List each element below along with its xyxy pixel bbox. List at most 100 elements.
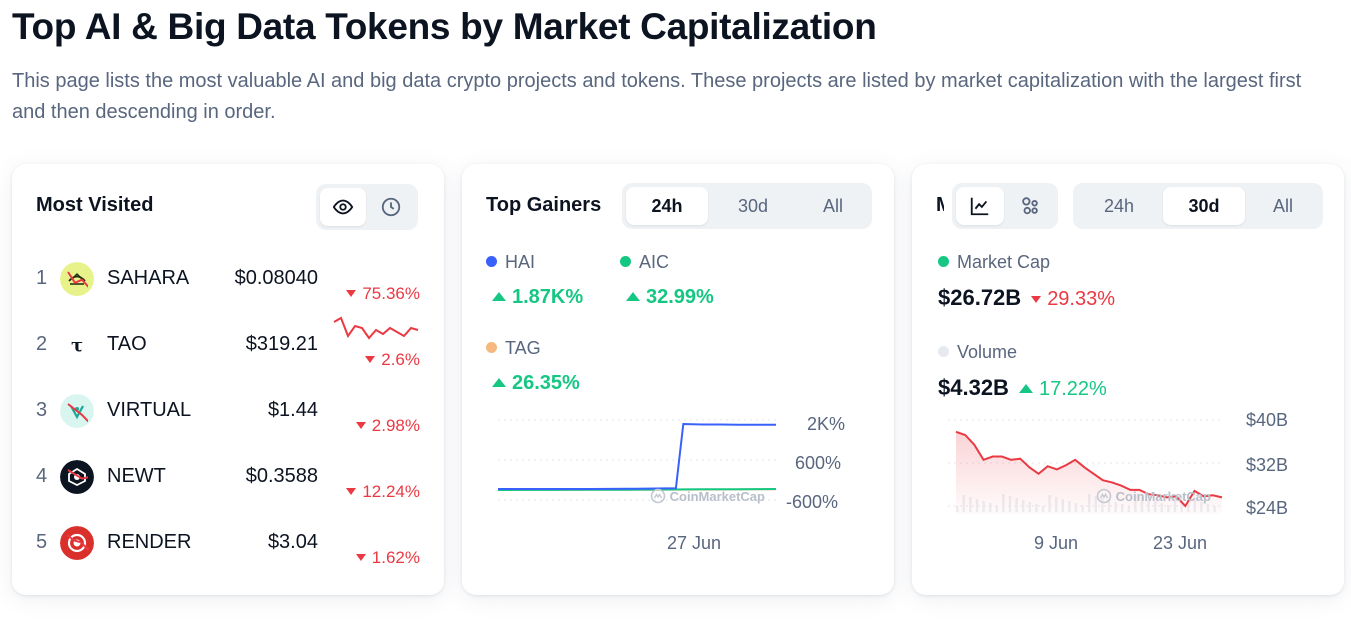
volume-stat: $4.32B 17.22% — [938, 375, 1107, 401]
top-gainers-tabs: 24h 30d All — [622, 183, 872, 229]
most-visited-row[interactable]: 3 VIRTUAL $1.44 2.98% — [12, 380, 444, 446]
legend-volume: Volume — [938, 342, 1017, 363]
eye-icon — [332, 199, 354, 215]
coin-name[interactable]: RENDER — [107, 531, 192, 553]
top-gainers-card: Top Gainers 24h 30d All HAI 1.87K% AIC 3… — [462, 164, 894, 595]
legend-hai: HAI — [486, 252, 535, 273]
tag-change: 26.35% — [492, 372, 580, 395]
most-visited-row[interactable]: 4 NEWT $0.3588 12.24% — [12, 446, 444, 512]
render-coin-icon — [60, 526, 94, 560]
y-tick-32b: $32B — [1246, 455, 1289, 475]
x-tick-9jun: 9 Jun — [1034, 533, 1079, 553]
price-change-value: 2.6% — [381, 350, 420, 369]
rank-number: 1 — [36, 267, 48, 289]
tab-all[interactable]: All — [822, 195, 843, 216]
coin-price: $3.04 — [267, 531, 318, 553]
coin-name[interactable]: VIRTUAL — [107, 399, 192, 421]
line-chart-icon — [970, 197, 989, 216]
tab-all[interactable]: All — [1272, 195, 1293, 216]
top-gainers-title: Top Gainers — [486, 194, 602, 216]
page-description: This page lists the most valuable AI and… — [12, 70, 1302, 123]
coin-name[interactable]: SAHARA — [107, 267, 190, 289]
eye-toggle-button[interactable] — [320, 188, 366, 226]
y-tick-24b: $24B — [1246, 498, 1289, 518]
y-tick-600: 600% — [795, 453, 842, 473]
watermark-text: CoinMarketCap — [669, 489, 765, 504]
sparkline-line — [67, 403, 88, 422]
market-cap-line — [955, 430, 1223, 508]
market-tabs: 24h 30d All — [1073, 183, 1323, 229]
chart-type-toggle — [952, 183, 1058, 229]
most-visited-card: Most Visited 1 SAHARA $0.08040 75.36% 2 τ TAO $… — [12, 164, 444, 595]
tag-change-value: 26.35% — [512, 372, 580, 394]
top-gainers-chart — [498, 419, 777, 501]
sparkline-chart — [332, 512, 420, 548]
sparkline-line — [67, 469, 88, 480]
watermark-text: CoinMarketCap — [1115, 489, 1211, 504]
price-change: 1.62% — [355, 548, 420, 568]
aic-change: 32.99% — [626, 286, 714, 309]
page-title: Top AI & Big Data Tokens by Market Capit… — [12, 6, 877, 47]
legend-hai-label: HAI — [505, 252, 536, 272]
market-cap-chart — [948, 419, 1224, 514]
rank-number: 5 — [36, 531, 48, 553]
price-change-value: 75.36% — [362, 284, 420, 303]
most-visited-title: Most Visited — [36, 194, 154, 216]
x-tick-23jun: 23 Jun — [1153, 533, 1208, 553]
price-change-value: 1.62% — [371, 548, 420, 567]
most-visited-row[interactable]: 2 τ TAO $319.21 2.6% — [12, 314, 444, 380]
market-cap-stat: $26.72B 29.33% — [938, 285, 1115, 311]
bubbles-icon — [1022, 197, 1038, 215]
tab-30d[interactable]: 30d — [737, 195, 769, 216]
most-visited-row[interactable]: 1 SAHARA $0.08040 75.36% — [12, 248, 444, 314]
coin-price: $0.3588 — [245, 465, 318, 487]
sparkline-chart — [332, 248, 420, 284]
clock-icon — [381, 197, 401, 217]
newt-coin-icon — [60, 460, 94, 494]
y-tick-2k: 2K% — [807, 414, 846, 434]
line-chart-toggle[interactable] — [956, 187, 1004, 225]
tab-30d[interactable]: 30d — [1163, 187, 1245, 225]
bubbles-toggle[interactable] — [1006, 187, 1054, 225]
coinmarketcap-watermark: CoinMarketCap — [650, 488, 765, 504]
price-change: 75.36% — [346, 284, 420, 304]
legend-aic: AIC — [620, 252, 669, 273]
coin-price: $319.21 — [245, 333, 318, 355]
market-cap-change: 29.33% — [1047, 288, 1116, 310]
price-change-value: 2.98% — [371, 416, 420, 435]
sahara-coin-icon — [60, 262, 94, 296]
most-visited-row[interactable]: 5 RENDER $3.04 1.62% — [12, 512, 444, 578]
volume-change: 17.22% — [1038, 378, 1107, 400]
market-cap-area — [956, 431, 1222, 514]
clock-toggle-button[interactable] — [368, 188, 414, 226]
volume-value: $4.32B — [938, 375, 1009, 400]
market-cap-value: $26.72B — [938, 285, 1022, 310]
legend-tag-label: TAG — [505, 338, 541, 358]
hai-change-value: 1.87K% — [512, 286, 584, 308]
tab-24h[interactable]: 24h — [1103, 195, 1135, 216]
x-tick-27jun: 27 Jun — [667, 533, 722, 553]
market-cap-label: Market Cap — [957, 252, 1051, 272]
rank-number: 4 — [36, 465, 48, 487]
y-tick-40b: $40B — [1246, 410, 1289, 430]
volume-label: Volume — [957, 342, 1018, 362]
series-line-hai — [498, 422, 776, 490]
rank-number: 3 — [36, 399, 48, 421]
legend-market-cap: Market Cap — [938, 252, 1050, 273]
coin-name[interactable]: NEWT — [107, 465, 166, 487]
most-visited-toggle — [316, 184, 418, 230]
market-title: M — [936, 194, 944, 217]
sparkline-chart — [332, 380, 420, 416]
sparkline-line — [67, 271, 88, 288]
coinmarketcap-watermark: CoinMarketCap — [1096, 488, 1211, 504]
legend-aic-label: AIC — [639, 252, 670, 272]
coinmarketcap-logo — [1096, 488, 1112, 504]
coin-name[interactable]: TAO — [107, 333, 147, 355]
tao-coin-icon: τ — [60, 328, 94, 362]
price-change: 2.6% — [365, 350, 420, 370]
sparkline-line — [333, 316, 419, 340]
virtual-coin-icon — [60, 394, 94, 428]
price-change: 2.98% — [355, 416, 420, 436]
tab-24h[interactable]: 24h — [626, 187, 708, 225]
market-overview-card: M 24h 30d All Market Cap $26.72B 29.33% V… — [912, 164, 1344, 595]
